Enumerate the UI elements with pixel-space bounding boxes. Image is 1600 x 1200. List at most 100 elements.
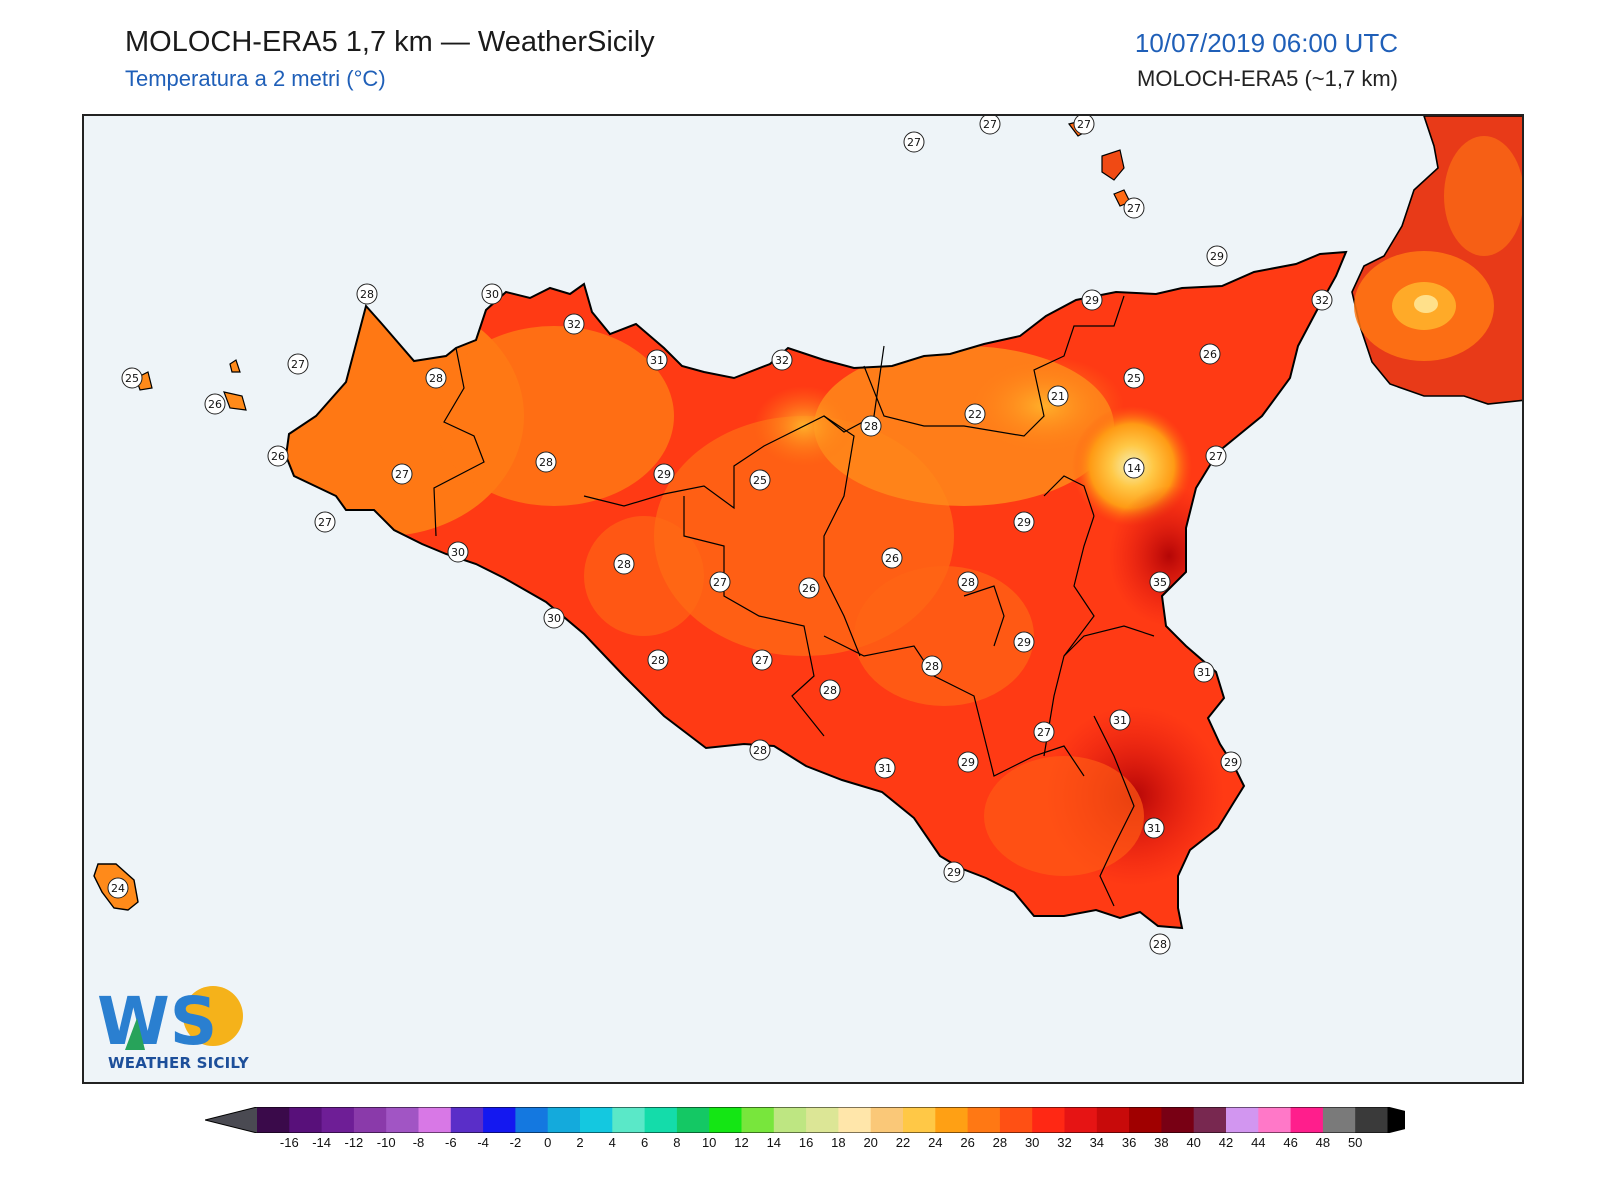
station-marker: 28 xyxy=(647,649,669,671)
station-dot xyxy=(613,553,635,575)
colorbar-swatch xyxy=(967,1107,1001,1133)
egadi-islands xyxy=(135,359,247,411)
station-marker: 26 xyxy=(1199,343,1221,365)
station-value: 24 xyxy=(111,882,125,895)
station-value: 28 xyxy=(864,420,878,433)
station-value: 30 xyxy=(451,546,465,559)
station-value: 29 xyxy=(657,468,671,481)
station-dot xyxy=(1193,661,1215,683)
station-value: 26 xyxy=(885,552,899,565)
station-value: 27 xyxy=(395,468,409,481)
station-value: 25 xyxy=(753,474,767,487)
colorbar-tick-label: 44 xyxy=(1251,1135,1266,1150)
colorbar-swatch xyxy=(257,1107,290,1133)
colorbar-swatch xyxy=(353,1107,387,1133)
station-marker: 27 xyxy=(751,649,773,671)
station-marker: 21 xyxy=(1047,385,1069,407)
colorbar-tick-label: -4 xyxy=(477,1135,489,1150)
station-marker: 27 xyxy=(287,353,309,375)
station-marker: 28 xyxy=(1149,933,1171,955)
station-value: 28 xyxy=(823,684,837,697)
station-value: 27 xyxy=(907,136,921,149)
colorbar-tick-label: 30 xyxy=(1024,1135,1040,1150)
station-dot xyxy=(749,469,771,491)
station-marker: 29 xyxy=(1081,289,1103,311)
temperature-map[interactable]: 27 27 27 27 29 32 29 26 28 30 32 31 32 25 26 27 28 26 27 27… xyxy=(84,116,1524,1084)
station-marker: 29 xyxy=(943,861,965,883)
station-value: 28 xyxy=(617,558,631,571)
station-marker: 30 xyxy=(543,607,565,629)
colorbar-swatch xyxy=(321,1107,355,1133)
station-value: 29 xyxy=(1085,294,1099,307)
colorbar-tick-label: 2 xyxy=(576,1135,584,1150)
colorbar-swatch xyxy=(1129,1107,1162,1133)
station-value: 27 xyxy=(1127,202,1141,215)
colorbar-swatch xyxy=(289,1107,323,1133)
station-dot xyxy=(107,877,129,899)
station-marker: 27 xyxy=(903,131,925,153)
colorbar-swatch xyxy=(1258,1107,1292,1133)
colorbar-tick-label: 18 xyxy=(831,1135,846,1150)
colorbar-tick-label: 40 xyxy=(1186,1135,1201,1150)
station-dot xyxy=(1205,445,1227,467)
colorbar-tick-label: 24 xyxy=(928,1135,943,1150)
station-marker: 29 xyxy=(957,751,979,773)
station-value: 14 xyxy=(1127,462,1141,475)
colorbar-max-arrow xyxy=(1387,1107,1405,1133)
station-dot xyxy=(1081,289,1103,311)
station-dot xyxy=(709,571,731,593)
weathersicily-logo: WS xyxy=(95,980,255,1085)
station-dot xyxy=(1047,385,1069,407)
station-value: 32 xyxy=(1315,294,1329,307)
station-dot xyxy=(646,349,668,371)
station-value: 25 xyxy=(1127,372,1141,385)
colorbar-tick-label: 20 xyxy=(863,1135,878,1150)
station-dot xyxy=(903,131,925,153)
station-value: 28 xyxy=(925,660,939,673)
station-dot xyxy=(749,739,771,761)
province-borders xyxy=(433,295,1155,907)
station-marker: 28 xyxy=(535,451,557,473)
station-dot xyxy=(881,547,903,569)
station-marker: 31 xyxy=(1193,661,1215,683)
station-marker: 27 xyxy=(1073,116,1095,135)
station-marker: 30 xyxy=(447,541,469,563)
colorbar-tick-label: -10 xyxy=(376,1135,396,1150)
colorbar-swatch xyxy=(580,1107,613,1133)
colorbar-tick-label: -8 xyxy=(412,1135,425,1150)
station-value: 27 xyxy=(983,118,997,131)
station-dot xyxy=(1149,933,1171,955)
station-value: 28 xyxy=(961,576,975,589)
colorbar-tick-label: -2 xyxy=(509,1135,522,1150)
station-marker: 25 xyxy=(1123,367,1145,389)
station-dot xyxy=(751,649,773,671)
station-value: 26 xyxy=(1203,348,1217,361)
colorbar-tick-label: 6 xyxy=(640,1135,649,1150)
station-value: 31 xyxy=(1197,666,1211,679)
station-dot xyxy=(957,571,979,593)
colorbar-tick-label: 12 xyxy=(734,1135,749,1150)
station-dot xyxy=(653,463,675,485)
logo-wordmark: WEATHER SICILY xyxy=(108,1054,249,1072)
station-marker: 29 xyxy=(1206,245,1228,267)
station-marker: 28 xyxy=(613,553,635,575)
station-dot xyxy=(1033,721,1055,743)
station-dot xyxy=(819,679,841,701)
logo-letters: WS xyxy=(97,983,217,1060)
station-marker: 28 xyxy=(356,283,378,305)
map-panel[interactable]: 27 27 27 27 29 32 29 26 28 30 32 31 32 25 26 27 28 26 27 27… xyxy=(82,114,1524,1084)
colorbar-tick-label: -12 xyxy=(344,1135,364,1150)
colorbar-swatch xyxy=(806,1107,839,1133)
station-value: 31 xyxy=(878,762,892,775)
colorbar-swatch xyxy=(870,1107,904,1133)
station-dot xyxy=(267,445,289,467)
model-label: MOLOCH-ERA5 (~1,7 km) xyxy=(1137,66,1398,91)
station-marker: 28 xyxy=(860,415,882,437)
station-value: 28 xyxy=(539,456,553,469)
station-dot xyxy=(1143,817,1165,839)
station-value: 35 xyxy=(1153,576,1167,589)
colorbar-swatch xyxy=(1064,1107,1098,1133)
colorbar-tick-label: 22 xyxy=(895,1135,911,1150)
aeolian-islands xyxy=(1067,119,1131,207)
station-dot xyxy=(287,353,309,375)
